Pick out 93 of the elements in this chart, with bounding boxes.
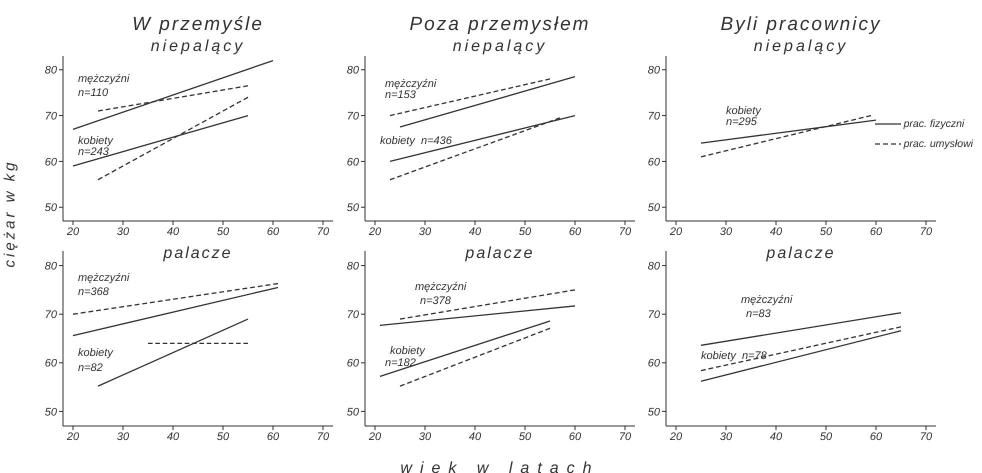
chart-title: palacze [162, 245, 234, 263]
x-tick-label: 40 [166, 226, 180, 238]
x-tick-label: 20 [66, 226, 80, 238]
chart-title: palacze [765, 245, 837, 263]
x-tick-label: 50 [518, 226, 532, 238]
annotation: mężczyźni [385, 76, 436, 90]
x-tick-label: 20 [668, 430, 683, 443]
annotation: n=82 [78, 360, 103, 375]
x-tick-label: 40 [468, 226, 482, 238]
y-tick-label: 70 [648, 309, 661, 322]
x-tick-label: 50 [518, 430, 532, 443]
annotation: kobiety [726, 104, 761, 118]
chart-title: Poza przemysłem [408, 14, 592, 36]
x-tick-label: 50 [820, 226, 833, 238]
y-tick-label: 50 [648, 406, 661, 418]
y-tick-label: 60 [44, 358, 58, 370]
x-tick-label: 70 [316, 430, 330, 443]
x-tick-label: 30 [418, 430, 432, 443]
y-tick-label: 60 [648, 156, 661, 168]
x-tick-label: 50 [216, 430, 230, 443]
y-tick-label: 70 [346, 309, 360, 322]
annotation: mężczyźni [415, 280, 466, 294]
annotation: mężczyźni [78, 270, 130, 285]
annotation: n=83 [746, 307, 771, 322]
x-tick-label: 20 [66, 430, 80, 443]
x-tick-label: 40 [770, 430, 783, 443]
x-tick-label: 60 [266, 226, 280, 238]
x-tick-label: 30 [116, 226, 130, 238]
x-axis-title: wiek w latach [399, 460, 601, 473]
y-tick-label: 80 [346, 260, 360, 272]
annotation: n=153 [385, 88, 416, 102]
chart-subtitle: niepalący [452, 38, 548, 56]
y-tick-label: 80 [648, 260, 661, 272]
y-tick-label: 70 [44, 110, 58, 122]
y-tick-label: 70 [648, 110, 661, 122]
y-tick-label: 80 [44, 260, 58, 272]
y-tick-label: 70 [44, 309, 58, 322]
y-axis-title: ciężar w kg [2, 158, 18, 270]
x-tick-label: 70 [920, 430, 933, 443]
chart-subtitle: niepalący [150, 38, 246, 56]
x-tick-label: 70 [316, 226, 330, 238]
x-tick-label: 60 [870, 226, 883, 238]
y-tick-label: 50 [346, 406, 360, 418]
y-tick-label: 60 [346, 358, 360, 370]
annotation: n=295 [726, 116, 757, 130]
annotation: kobiety [78, 346, 113, 360]
y-tick-label: 60 [44, 156, 58, 168]
annotation: n=110 [78, 86, 108, 100]
y-tick-label: 50 [648, 202, 661, 214]
x-tick-label: 50 [216, 226, 230, 238]
x-tick-label: 20 [668, 226, 683, 238]
y-tick-label: 50 [44, 202, 58, 214]
y-tick-label: 50 [44, 406, 58, 418]
annotation: kobiety n=436 [380, 134, 452, 148]
y-tick-label: 60 [648, 358, 661, 370]
chart-title: W przemyśle [131, 14, 265, 36]
y-tick-label: 80 [346, 64, 360, 77]
y-tick-label: 80 [648, 64, 661, 77]
x-tick-label: 30 [418, 226, 432, 238]
chart-subtitle: niepalący [752, 38, 850, 56]
annotation: mężczyźni [78, 72, 130, 86]
y-tick-label: 70 [346, 110, 360, 122]
x-tick-label: 60 [568, 226, 582, 238]
y-tick-label: 80 [44, 64, 58, 77]
x-tick-label: 70 [618, 430, 632, 443]
legend-label: prac. fizyczni [904, 118, 964, 130]
annotation: n=368 [78, 285, 109, 300]
x-tick-label: 40 [770, 226, 783, 238]
x-tick-label: 70 [920, 226, 933, 238]
y-tick-label: 50 [346, 202, 360, 214]
x-tick-label: 30 [720, 226, 733, 238]
annotation: mężczyźni [741, 292, 792, 307]
x-tick-label: 50 [820, 430, 833, 443]
y-tick-label: 60 [346, 156, 360, 168]
x-tick-label: 60 [266, 430, 280, 443]
annotation: n=378 [420, 294, 451, 308]
annotation: kobiety [78, 134, 113, 148]
x-tick-label: 40 [468, 430, 482, 443]
x-tick-label: 30 [720, 430, 733, 443]
chart-title: palacze [464, 245, 536, 263]
x-tick-label: 70 [618, 226, 632, 238]
annotation: n=243 [78, 146, 109, 160]
annotation: n=182 [385, 356, 416, 370]
x-tick-label: 20 [368, 226, 382, 238]
x-tick-label: 30 [116, 430, 130, 443]
annotation: kobiety [390, 344, 425, 358]
x-tick-label: 20 [368, 430, 382, 443]
x-tick-label: 40 [166, 430, 180, 443]
x-tick-label: 60 [870, 430, 883, 443]
legend-label: prac. umysłowi [904, 138, 973, 150]
annotation: kobiety n=78 [701, 349, 767, 364]
x-tick-label: 60 [568, 430, 582, 443]
chart-title: Byli pracownicy [720, 14, 882, 36]
